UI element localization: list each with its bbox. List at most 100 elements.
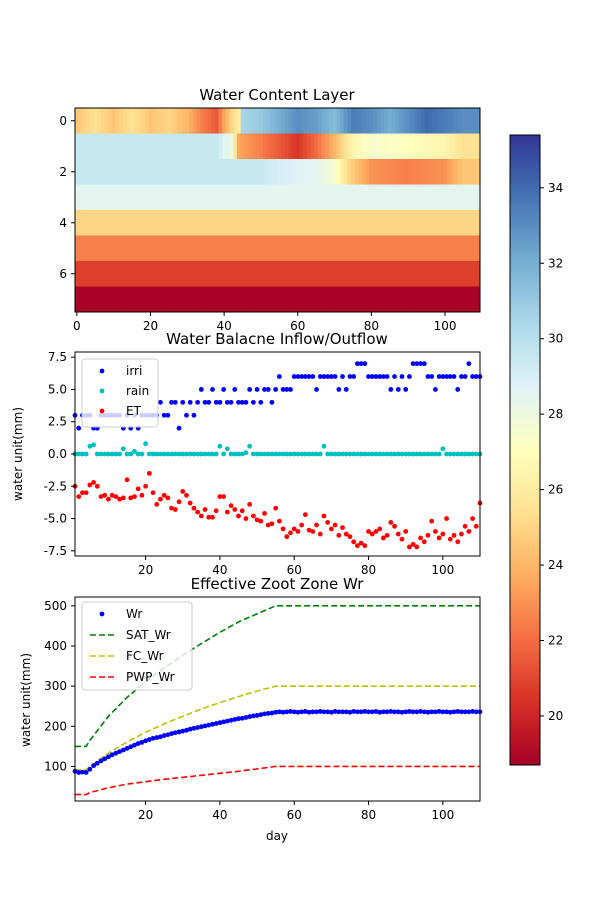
- balance-point-et: [98, 494, 104, 500]
- balance-point-irri: [321, 374, 327, 379]
- heatmap-cell: [181, 184, 186, 211]
- balance-point-et: [299, 522, 305, 528]
- heatmap-cell: [428, 108, 433, 134]
- heatmap-cell: [424, 286, 429, 313]
- heatmap-cell: [104, 210, 109, 236]
- heatmap-cell: [273, 235, 278, 262]
- heatmap-cell: [310, 286, 315, 313]
- heatmap-cell: [443, 210, 448, 236]
- heatmap-cell: [178, 133, 183, 160]
- wr-legend-box: [81, 601, 193, 691]
- heatmap-cell: [248, 210, 253, 236]
- balance-point-irri: [466, 361, 472, 367]
- heatmap-cell: [351, 108, 356, 134]
- heatmap-cell: [314, 210, 319, 236]
- balance-point-irri: [165, 412, 171, 418]
- heatmap-cell: [89, 261, 94, 287]
- heatmap-cell: [159, 261, 164, 287]
- heatmap-cell: [299, 261, 304, 287]
- heatmap-cell: [373, 159, 378, 185]
- heatmap-cell: [380, 133, 385, 160]
- wr-point: [403, 709, 409, 715]
- heatmap-cell: [321, 159, 326, 185]
- heatmap-cell: [211, 286, 216, 313]
- heatmap-cell: [413, 235, 418, 262]
- balance-point-irri: [306, 374, 312, 379]
- balance-point-rain: [228, 451, 234, 457]
- heatmap-cell: [428, 159, 433, 185]
- heatmap-cell: [465, 286, 470, 313]
- heatmap-cell: [148, 133, 153, 160]
- heatmap-cell: [119, 261, 124, 287]
- heatmap-cell: [472, 261, 477, 287]
- wr-point: [447, 709, 453, 715]
- heatmap-cell: [152, 235, 157, 262]
- balance-point-et: [433, 529, 438, 534]
- wr-point: [135, 741, 141, 746]
- wr-point: [354, 709, 360, 715]
- heatmap-cell: [421, 133, 426, 160]
- balance-point-et: [366, 529, 371, 534]
- balance-point-irri: [433, 387, 438, 392]
- heatmap-cell: [130, 286, 135, 313]
- heatmap-cell: [144, 108, 150, 134]
- heatmap-cell: [248, 184, 253, 211]
- heatmap-cell: [284, 286, 289, 313]
- heatmap-cell: [259, 133, 264, 160]
- heatmap-cell: [93, 184, 98, 211]
- balance-point-rain: [336, 451, 342, 457]
- heatmap-cell: [295, 261, 300, 287]
- heatmap-cell: [97, 184, 102, 211]
- balance-point-et: [276, 518, 282, 524]
- heatmap-cell: [133, 286, 138, 313]
- heatmap-cell: [78, 235, 83, 262]
- balance-point-rain: [172, 451, 178, 457]
- heatmap-cell: [395, 159, 400, 185]
- heatmap-cell: [185, 108, 190, 134]
- heatmap-cell: [178, 210, 183, 236]
- heatmap-cell: [75, 286, 80, 313]
- heatmap-cell: [214, 286, 219, 313]
- balance-point-rain: [221, 451, 227, 457]
- heatmap-cell: [343, 235, 348, 262]
- heatmap-cell: [222, 286, 227, 313]
- balance-point-irri: [425, 374, 431, 379]
- balance-point-rain: [332, 451, 338, 457]
- balance-point-et: [392, 523, 397, 529]
- heatmap-cell: [303, 210, 308, 236]
- wr-point: [459, 709, 464, 715]
- balance-point-rain: [94, 451, 100, 457]
- wr-legend-label: SAT_Wr: [126, 628, 171, 642]
- balance-point-et: [328, 526, 334, 532]
- heatmap-cell: [192, 159, 197, 185]
- heatmap-cell: [214, 184, 219, 211]
- heatmap-cell: [446, 210, 451, 236]
- heatmap-cell: [148, 184, 153, 211]
- heatmap-cell: [413, 133, 418, 160]
- heatmap-cell: [340, 261, 345, 287]
- balance-point-irri: [429, 374, 435, 379]
- wr-point: [265, 711, 271, 716]
- wr-point: [407, 709, 412, 714]
- heatmap-cell: [454, 184, 459, 211]
- heatmap-cell: [159, 286, 164, 313]
- wr-point: [83, 770, 89, 775]
- balance-point-irri: [195, 399, 201, 405]
- heatmap-cell: [86, 261, 91, 287]
- heatmap-cell: [240, 184, 245, 211]
- heatmap-cell: [417, 159, 422, 185]
- heatmap-cell: [222, 210, 227, 236]
- heatmap-cell: [358, 184, 363, 211]
- heatmap-cell: [229, 261, 234, 287]
- balance-point-rain: [154, 451, 160, 457]
- heatmap-cell: [82, 235, 87, 262]
- heatmap-cell: [343, 261, 348, 287]
- balance-point-rain: [325, 451, 331, 457]
- heatmap-cell: [141, 261, 146, 287]
- heatmap-cell: [410, 235, 415, 262]
- balance-point-et: [444, 516, 449, 521]
- heatmap-cell: [277, 286, 282, 313]
- balance-point-rain: [403, 451, 409, 457]
- wr-lines: [72, 605, 483, 796]
- heatmap-cell: [211, 108, 216, 134]
